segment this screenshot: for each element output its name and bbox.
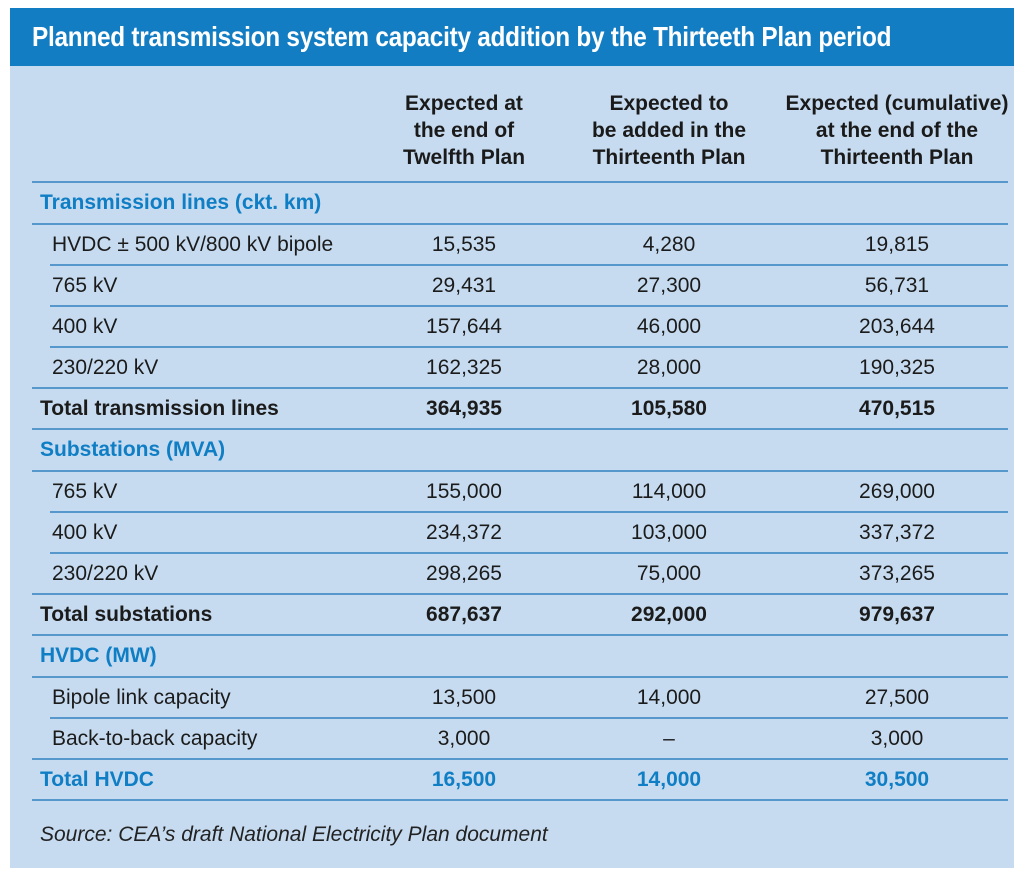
table-row: 765 kV 155,000 114,000 269,000 [10, 472, 1014, 511]
divider [32, 799, 1008, 801]
cell-value: 15,535 [431, 232, 497, 256]
cell-value: 3,000 [437, 726, 491, 750]
cell-value: 56,731 [864, 273, 930, 297]
cell-value: 364,935 [426, 396, 502, 420]
divider [50, 264, 1008, 266]
cell-value: 979,637 [859, 602, 935, 626]
row-label: Total substations [40, 602, 213, 626]
divider [50, 717, 1008, 719]
cell-value: 234,372 [426, 520, 502, 544]
row-label: 230/220 kV [52, 561, 159, 585]
row-label: Back-to-back capacity [52, 726, 258, 750]
section-heading-transmission-lines: Transmission lines (ckt. km) [10, 183, 1014, 223]
column-header-twelfth-plan: Expected at the end of Twelfth Plan [402, 92, 526, 169]
section-heading-hvdc: HVDC (MW) [10, 636, 1014, 676]
cell-value: 27,500 [864, 685, 930, 709]
cell-value: 157,644 [426, 314, 502, 338]
divider [32, 387, 1008, 389]
cell-value: 162,325 [426, 355, 502, 379]
divider [32, 676, 1008, 678]
section-heading-text: Substations (MVA) [40, 438, 226, 461]
table-panel: Expected at the end of Twelfth Plan Expe… [10, 66, 1014, 868]
cell-value: 337,372 [859, 520, 935, 544]
cell-value: 470,515 [859, 396, 935, 420]
row-label: 230/220 kV [52, 355, 159, 379]
divider [50, 511, 1008, 513]
section-heading-text: HVDC (MW) [40, 644, 157, 667]
row-label: 765 kV [52, 479, 118, 503]
cell-value: – [663, 726, 675, 750]
divider [32, 634, 1008, 636]
row-label: Bipole link capacity [52, 685, 231, 709]
cell-value: 373,265 [859, 561, 935, 585]
column-headers: Expected at the end of Twelfth Plan Expe… [10, 66, 1014, 181]
cell-value: 155,000 [426, 479, 502, 503]
divider [32, 428, 1008, 430]
row-label: Total transmission lines [40, 396, 279, 420]
cell-value: 203,644 [859, 314, 935, 338]
cell-value: 14,000 [636, 685, 702, 709]
cell-value: 28,000 [636, 355, 702, 379]
section-heading-text: Transmission lines (ckt. km) [40, 191, 322, 214]
cell-value: 292,000 [631, 602, 707, 626]
source-note: Source: CEA’s draft National Electricity… [40, 823, 548, 846]
cell-value: 29,431 [431, 273, 497, 297]
cell-value: 75,000 [636, 561, 702, 585]
title-bar: Planned transmission system capacity add… [10, 8, 1014, 66]
column-header-cumulative-thirteenth: Expected (cumulative) at the end of the … [785, 92, 1009, 169]
cell-value: 687,637 [426, 602, 502, 626]
source-row: Source: CEA’s draft National Electricity… [10, 801, 1014, 847]
total-row-substations: Total substations 687,637 292,000 979,63… [10, 595, 1014, 634]
cell-value: 105,580 [631, 396, 707, 420]
total-row-hvdc: Total HVDC 16,500 14,000 30,500 [10, 760, 1014, 799]
divider [32, 470, 1008, 472]
divider [50, 552, 1008, 554]
cell-value: 269,000 [859, 479, 935, 503]
cell-value: 13,500 [431, 685, 497, 709]
table-row: 400 kV 157,644 46,000 203,644 [10, 307, 1014, 346]
table-figure: Planned transmission system capacity add… [10, 8, 1014, 868]
row-label: 400 kV [52, 520, 118, 544]
cell-value: 27,300 [636, 273, 702, 297]
page-title: Planned transmission system capacity add… [32, 21, 892, 52]
total-row-transmission-lines: Total transmission lines 364,935 105,580… [10, 389, 1014, 428]
cell-value: 14,000 [636, 767, 702, 791]
cell-value: 103,000 [631, 520, 707, 544]
cell-value: 19,815 [864, 232, 930, 256]
divider [50, 346, 1008, 348]
table-row: HVDC ± 500 kV/800 kV bipole 15,535 4,280… [10, 225, 1014, 264]
divider [32, 181, 1008, 183]
cell-value: 3,000 [870, 726, 924, 750]
column-header-added-thirteenth: Expected to be added in the Thirteenth P… [591, 92, 746, 169]
cell-value: 4,280 [642, 232, 696, 256]
divider [32, 593, 1008, 595]
table-row: Back-to-back capacity 3,000 – 3,000 [10, 719, 1014, 758]
cell-value: 30,500 [864, 767, 930, 791]
table-row: 230/220 kV 298,265 75,000 373,265 [10, 554, 1014, 593]
row-label: 765 kV [52, 273, 118, 297]
cell-value: 190,325 [859, 355, 935, 379]
row-label: Total HVDC [40, 767, 154, 791]
section-heading-substations: Substations (MVA) [10, 430, 1014, 470]
row-label-column-spacer [32, 90, 370, 171]
divider [32, 758, 1008, 760]
table-row: 765 kV 29,431 27,300 56,731 [10, 266, 1014, 305]
row-label: HVDC ± 500 kV/800 kV bipole [52, 232, 334, 256]
row-label: 400 kV [52, 314, 118, 338]
table-row: Bipole link capacity 13,500 14,000 27,50… [10, 678, 1014, 717]
table-row: 230/220 kV 162,325 28,000 190,325 [10, 348, 1014, 387]
divider [32, 223, 1008, 225]
cell-value: 114,000 [631, 479, 707, 503]
cell-value: 46,000 [636, 314, 702, 338]
cell-value: 16,500 [431, 767, 497, 791]
divider [50, 305, 1008, 307]
table-row: 400 kV 234,372 103,000 337,372 [10, 513, 1014, 552]
cell-value: 298,265 [426, 561, 502, 585]
